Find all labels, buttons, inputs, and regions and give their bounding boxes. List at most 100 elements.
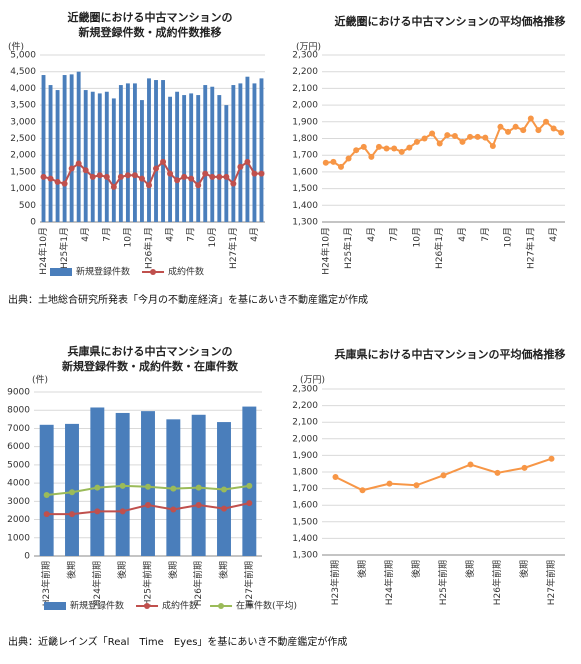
marker — [251, 170, 258, 177]
bar — [252, 83, 257, 222]
marker — [330, 158, 337, 165]
y-tick-label: 1,700 — [292, 484, 318, 494]
y-tick-label: 4,500 — [10, 67, 36, 77]
y-tick-label: 3,500 — [10, 101, 36, 111]
x-tick-label: 後期 — [218, 561, 230, 579]
bar — [224, 105, 229, 222]
x-tick-label: H27年前期 — [545, 560, 557, 605]
x-tick-label: H27年前期 — [243, 561, 255, 606]
marker — [216, 173, 223, 180]
y-tick-label: 6000 — [7, 442, 30, 452]
chart-title: 兵庫県における中古マンションの平均価格推移 — [335, 347, 566, 361]
marker — [131, 172, 138, 179]
marker — [47, 175, 54, 182]
bar — [168, 96, 173, 222]
marker — [223, 173, 230, 180]
marker — [505, 128, 512, 135]
marker — [467, 133, 474, 140]
marker — [440, 472, 447, 479]
y-tick-label: 1,300 — [292, 551, 318, 561]
marker — [246, 500, 253, 507]
y-tick-label: 2,100 — [292, 84, 318, 94]
bar — [189, 93, 194, 222]
marker — [119, 482, 126, 489]
caption: 出典：近畿レインズ「Real Time Eyes」を基にあいき不動産鑑定が作成 — [8, 635, 347, 648]
y-tick-label: 1,700 — [292, 151, 318, 161]
y-tick-label: 4,000 — [10, 84, 36, 94]
marker — [332, 473, 339, 480]
marker — [375, 143, 382, 150]
x-tick-label: 後期 — [116, 561, 128, 579]
y-tick-label: 8000 — [7, 406, 30, 416]
y-tick-label: 1,800 — [292, 134, 318, 144]
marker — [69, 511, 75, 518]
y-tick-label: 3,000 — [10, 117, 36, 127]
marker — [119, 508, 126, 515]
x-tick-label: 7月 — [101, 227, 112, 242]
y-tick-label: 5000 — [7, 460, 30, 470]
x-tick-label: 後期 — [66, 561, 78, 579]
marker — [221, 505, 227, 512]
x-tick-label: H24年前期 — [91, 561, 103, 606]
x-tick-label: 4月 — [249, 227, 260, 242]
marker — [406, 144, 413, 151]
marker — [244, 158, 251, 165]
marker — [548, 455, 555, 462]
marker — [474, 133, 481, 140]
bar — [39, 424, 54, 556]
marker — [360, 143, 367, 150]
legend-swatch — [218, 603, 225, 609]
x-tick-label: H27年1月 — [524, 227, 536, 269]
y-tick-label: 1,900 — [292, 451, 318, 461]
marker — [43, 491, 50, 498]
marker — [209, 173, 216, 180]
chart-title: 近畿圏における中古マンションの — [68, 10, 233, 24]
marker — [40, 173, 47, 180]
marker — [429, 130, 436, 137]
y-tick-label: 1,400 — [292, 201, 318, 211]
bar — [161, 80, 165, 222]
x-tick-label: 後期 — [356, 560, 368, 578]
legend-swatch — [144, 603, 151, 609]
bar — [90, 407, 105, 556]
marker — [145, 182, 152, 189]
y-tick-label: 7000 — [7, 424, 30, 434]
x-tick-label: 4月 — [548, 227, 559, 242]
chart-title: 新規登録件数・成約件数・在庫件数 — [62, 359, 239, 373]
marker — [558, 129, 565, 136]
marker — [230, 180, 237, 187]
marker — [96, 172, 103, 179]
x-tick-label: 7月 — [186, 227, 197, 242]
marker — [170, 506, 177, 513]
marker — [145, 501, 151, 508]
bar — [104, 91, 109, 223]
y-tick-label: 0 — [24, 552, 30, 562]
bar — [196, 95, 201, 222]
marker — [421, 135, 428, 142]
x-tick-label: H26年前期 — [491, 560, 503, 605]
marker — [246, 482, 253, 489]
y-tick-label: 1,500 — [10, 167, 36, 177]
bar — [125, 83, 130, 222]
marker — [451, 132, 458, 139]
chart-title: 新規登録件数・成約件数推移 — [79, 25, 222, 39]
bar — [203, 85, 208, 222]
marker — [444, 132, 451, 139]
x-tick-label: H26年1月 — [142, 227, 154, 269]
caption: 出典：土地総合研究所発表「今月の不動産経済」を基にあいき不動産鑑定が作成 — [8, 293, 368, 306]
marker — [138, 175, 145, 182]
bar — [242, 406, 257, 556]
x-tick-label: H25年1月 — [342, 227, 354, 269]
marker — [181, 173, 188, 180]
bar — [210, 86, 215, 222]
bar — [154, 80, 158, 222]
y-tick-label: 1,400 — [292, 534, 318, 544]
chart-title: 近畿圏における中古マンションの平均価格推移 — [335, 14, 566, 28]
x-tick-label: 7月 — [480, 227, 491, 242]
marker — [195, 501, 202, 508]
marker — [110, 183, 117, 190]
bar — [231, 85, 236, 222]
bar — [238, 83, 243, 222]
y-tick-label: 5,000 — [10, 51, 36, 61]
